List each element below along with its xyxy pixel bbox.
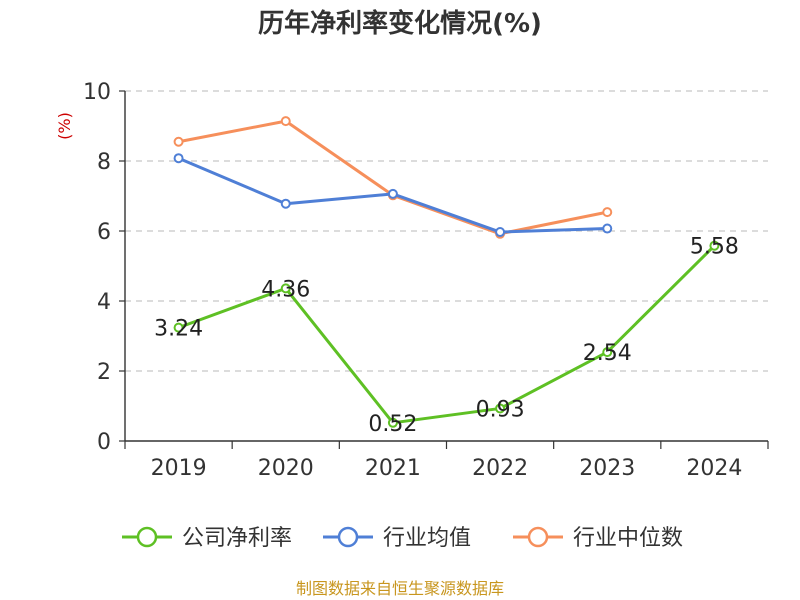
data-point[interactable]: [280, 116, 291, 127]
data-label: 0.52: [368, 412, 417, 437]
data-point[interactable]: [495, 227, 506, 238]
data-label: 5.58: [690, 235, 739, 260]
data-label: 3.24: [154, 317, 203, 342]
data-point[interactable]: [173, 153, 184, 164]
data-point[interactable]: [709, 240, 720, 251]
legend-label: 行业均值: [383, 526, 471, 551]
legend-marker-icon: [527, 526, 549, 548]
source-note: 制图数据来自恒生聚源数据库: [296, 579, 504, 598]
legend-label: 公司净利率: [182, 526, 292, 551]
x-tick-label: 2022: [472, 456, 528, 481]
data-point[interactable]: [173, 322, 184, 333]
chart-title: 历年净利率变化情况(%): [258, 8, 542, 39]
legend-marker-icon: [337, 526, 359, 548]
data-point[interactable]: [602, 207, 613, 218]
x-tick-label: 2020: [258, 456, 314, 481]
series-line-0: [178, 244, 716, 425]
data-point[interactable]: [387, 188, 398, 199]
y-axis-label: (%): [55, 112, 74, 140]
legend-marker-icon: [136, 526, 158, 548]
x-tick-label: 2024: [686, 456, 742, 481]
y-tick-label: 2: [97, 360, 111, 385]
y-tick-label: 4: [97, 290, 111, 315]
x-tick-label: 2019: [151, 456, 207, 481]
data-label: 2.54: [583, 341, 632, 366]
data-point[interactable]: [602, 223, 613, 234]
data-point[interactable]: [280, 198, 291, 209]
data-point[interactable]: [280, 283, 291, 294]
legend-label: 行业中位数: [573, 526, 683, 551]
axes: 0 2 4 6 8 10 2019 2020 2021 2022 2023 2024: [83, 80, 769, 481]
legend-item-1[interactable]: 行业均值: [323, 526, 471, 551]
legend-item-2[interactable]: 行业中位数: [513, 526, 683, 551]
data-point[interactable]: [495, 403, 506, 414]
data-label: 0.93: [476, 397, 525, 422]
y-tick-label: 0: [97, 430, 111, 455]
y-tick-label: 6: [97, 220, 111, 245]
data-point[interactable]: [387, 417, 398, 428]
series-layer: [173, 116, 720, 428]
grid-lines: [125, 90, 768, 372]
data-label: 4.36: [261, 277, 310, 302]
y-tick-label: 10: [83, 80, 111, 105]
data-point[interactable]: [602, 347, 613, 358]
data-labels: 3.24 4.36 0.52 0.93 2.54 5.58: [154, 235, 739, 437]
x-tick-label: 2021: [365, 456, 421, 481]
legend-item-0[interactable]: 公司净利率: [122, 526, 292, 551]
data-point[interactable]: [173, 136, 184, 147]
series-line-2: [178, 119, 608, 236]
legend[interactable]: 公司净利率 行业均值 行业中位数: [122, 526, 683, 551]
y-tick-label: 8: [97, 150, 111, 175]
x-tick-label: 2023: [579, 456, 635, 481]
